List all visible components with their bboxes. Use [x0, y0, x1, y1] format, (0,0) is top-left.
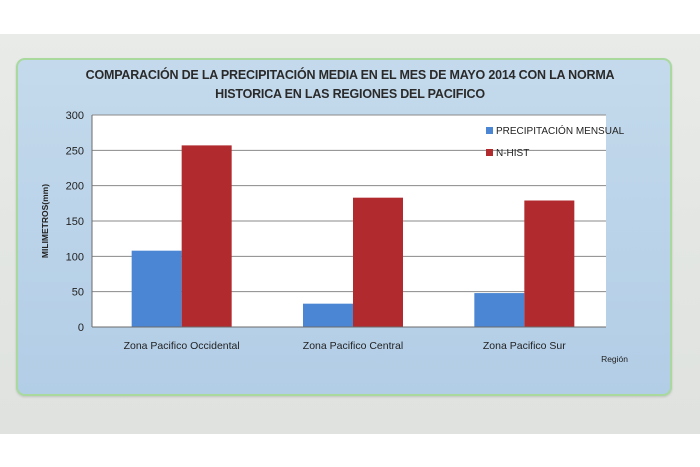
bar-n-hist-3: [524, 200, 575, 327]
y-tick-label: 50: [72, 287, 84, 299]
legend: PRECIPITACIÓN MENSUAL N-HIST: [486, 124, 625, 159]
legend-swatch: [486, 149, 493, 156]
bar-precipitacion-3: [474, 293, 525, 327]
legend-label: N-HIST: [496, 148, 529, 159]
y-tick-label: 100: [66, 251, 84, 263]
bar-precipitacion-2: [303, 303, 353, 327]
x-tick-label: Zona Pacifico Central: [303, 340, 403, 352]
x-axis-labels: Zona Pacifico Occidental Zona Pacifico Ce…: [124, 340, 567, 352]
legend-label: PRECIPITACIÓN MENSUAL: [496, 124, 625, 137]
y-tick-label: 200: [66, 181, 84, 193]
y-axis-ticks: 0 50 100 150 200 250 300: [66, 110, 84, 334]
bars: [131, 145, 575, 327]
legend-swatch: [486, 127, 493, 134]
x-tick-label: Zona Pacifico Sur: [483, 340, 566, 352]
y-tick-label: 0: [78, 322, 84, 334]
y-tick-label: 150: [66, 216, 84, 228]
bar-n-hist-2: [353, 197, 403, 327]
bar-n-hist-1: [181, 145, 232, 327]
bar-precipitacion-1: [131, 250, 182, 327]
y-tick-label: 250: [66, 145, 84, 157]
y-axis-label: MILIMETROS(mm): [40, 184, 50, 258]
chart-title: COMPARACIÓN DE LA PRECIPITACIÓN MEDIA EN…: [85, 68, 615, 101]
x-tick-label: Zona Pacifico Occidental: [124, 340, 240, 352]
y-tick-label: 300: [66, 110, 84, 122]
x-axis-label: Región: [601, 354, 628, 364]
